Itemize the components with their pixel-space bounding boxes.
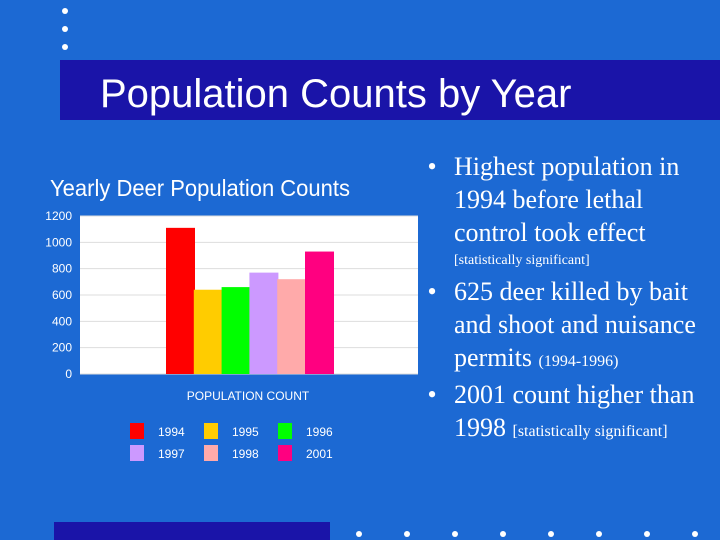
legend-label: 1998 bbox=[232, 447, 259, 461]
bullet-item: • 625 deer killed by bait and shoot and … bbox=[422, 275, 720, 378]
y-tick-label: 600 bbox=[52, 288, 72, 302]
y-tick-label: 1200 bbox=[45, 209, 72, 223]
bullet-note: [statistically significant] bbox=[454, 253, 590, 268]
legend-swatch bbox=[278, 445, 292, 461]
y-tick-label: 1000 bbox=[45, 235, 72, 249]
decorative-dot bbox=[62, 8, 68, 14]
legend-label: 1997 bbox=[158, 447, 185, 461]
bar-1996 bbox=[221, 287, 251, 374]
bullet-item: • 2001 count higher than 1998 [statistic… bbox=[422, 378, 720, 448]
y-tick-label: 200 bbox=[52, 341, 72, 355]
legend-label: 1994 bbox=[158, 425, 185, 439]
decorative-dot bbox=[404, 531, 410, 537]
decorative-dots-bottom bbox=[356, 531, 720, 539]
y-tick-label: 800 bbox=[52, 262, 72, 276]
legend-swatch bbox=[204, 445, 218, 461]
decorative-dot bbox=[62, 26, 68, 32]
legend-swatch bbox=[130, 423, 144, 439]
legend-label: 1996 bbox=[306, 425, 333, 439]
bullet-dot: • bbox=[427, 277, 437, 306]
bar-2001 bbox=[305, 251, 334, 374]
legend-label: 2001 bbox=[306, 447, 333, 461]
decorative-dot bbox=[548, 531, 554, 537]
bar-1998 bbox=[277, 279, 307, 374]
bullet-dot: • bbox=[427, 152, 437, 181]
y-tick-label: 400 bbox=[52, 314, 72, 328]
bullet-text: 625 deer killed by bait and shoot and nu… bbox=[454, 277, 696, 372]
chart-container: Yearly Deer Population Counts 0 200 400 600… bbox=[40, 168, 420, 468]
decorative-dots-left bbox=[62, 8, 70, 62]
bar-1995 bbox=[193, 289, 223, 374]
bullet-small-text: (1994-1996) bbox=[538, 353, 619, 370]
decorative-dot bbox=[62, 44, 68, 50]
bullet-text: 2001 count higher than 1998 bbox=[454, 380, 695, 442]
slide-title: Population Counts by Year bbox=[100, 72, 572, 116]
decorative-dot bbox=[692, 531, 698, 537]
bottom-bar bbox=[54, 522, 330, 540]
decorative-dot bbox=[452, 531, 458, 537]
bullet-dot: • bbox=[427, 380, 437, 409]
chart-title: Yearly Deer Population Counts bbox=[50, 175, 350, 201]
bar-1997 bbox=[249, 272, 279, 374]
title-bar bbox=[60, 60, 720, 120]
bar-1994 bbox=[166, 227, 195, 374]
legend-swatch bbox=[130, 445, 144, 461]
bullet-text: Highest population in 1994 before lethal… bbox=[454, 152, 680, 247]
bullet-item: • Highest population in 1994 before leth… bbox=[422, 150, 720, 249]
decorative-dot bbox=[596, 531, 602, 537]
decorative-dot bbox=[356, 531, 362, 537]
legend-label: 1995 bbox=[232, 425, 259, 439]
legend-swatch bbox=[278, 423, 292, 439]
decorative-dot bbox=[500, 531, 506, 537]
y-tick-label: 0 bbox=[65, 367, 72, 381]
x-axis-label: POPULATION COUNT bbox=[187, 389, 310, 403]
bullet-list: • Highest population in 1994 before leth… bbox=[422, 150, 720, 448]
bar-chart: Yearly Deer Population Counts 0 200 400 600… bbox=[45, 175, 418, 461]
bullet-small-text: [statistically significant] bbox=[512, 423, 668, 440]
legend-swatch bbox=[204, 423, 218, 439]
decorative-dot bbox=[644, 531, 650, 537]
